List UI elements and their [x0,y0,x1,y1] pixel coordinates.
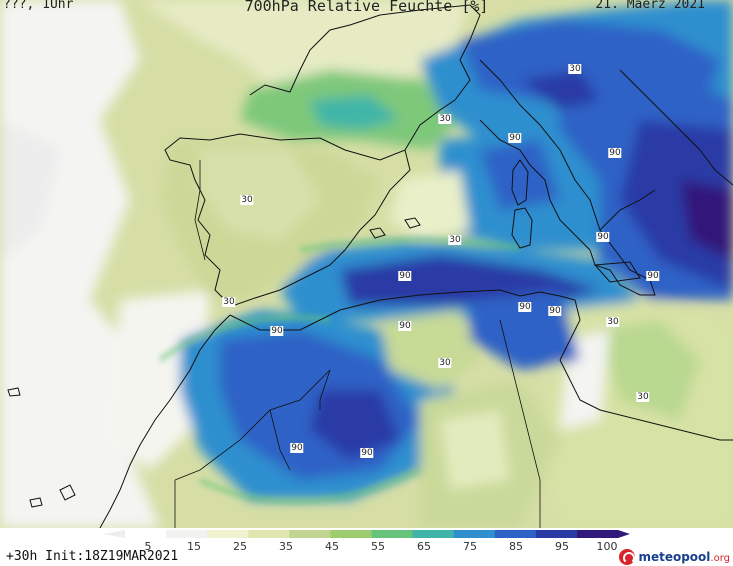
brand-text: meteopool.org [638,550,730,564]
forecast-run-label: +30h Init:18Z19MAR2021 [6,549,179,564]
map-area: 30 30 90 90 30 30 90 90 90 30 90 90 90 9… [0,0,733,528]
colorbar-label: 55 [371,540,385,553]
colorbar-label: 65 [417,540,431,553]
contour-label: 90 [270,326,284,336]
colorbar-segment [248,530,290,538]
colorbar-label: 35 [279,540,293,553]
colorbar-segment [207,530,249,538]
colorbar-label: 85 [509,540,523,553]
contour-label: 90 [398,321,412,331]
contour-label: 90 [508,133,522,143]
valid-date: 21. Maerz 2021 [595,0,705,12]
contour-label: 90 [608,148,622,158]
contour-label: 30 [448,235,462,245]
colorbar-label: 5 [144,540,152,553]
contour-label: 90 [518,302,532,312]
colorbar-segment [576,530,619,538]
contour-label: 30 [606,317,620,327]
colorbar-segment [125,530,167,538]
brand-name: meteopool [638,550,711,564]
colorbar-segment [166,530,208,538]
colorbar-label: 95 [555,540,569,553]
contour-label: 90 [548,306,562,316]
colorbar-segment [330,530,372,538]
colorbar-label: 45 [325,540,339,553]
colorbar-segment [453,530,496,538]
colorbar-strip [103,530,630,538]
colorbar-segment [535,530,578,538]
colorbar-segment [494,530,537,538]
brand-tld: .org [710,553,730,564]
contour-label: 90 [596,232,610,242]
contour-label: 30 [240,195,254,205]
colorbar-min-arrow [103,530,125,538]
contour-label: 90 [360,448,374,458]
colorbar-label: 25 [233,540,247,553]
colorbar-label: 100 [596,540,618,553]
contour-label: 30 [636,392,650,402]
contour-label: 90 [398,271,412,281]
contour-label: 30 [438,358,452,368]
brand-logo[interactable]: meteopool.org [619,548,730,566]
colorbar-segment [371,530,414,538]
contour-label: 30 [568,64,582,74]
contour-label: 30 [438,114,452,124]
humidity-map [0,0,733,528]
colorbar-segment [289,530,331,538]
map-title: 700hPa Relative Feuchte [%] [244,0,489,15]
colorbar-max-arrow [618,530,630,538]
colorbar [0,528,733,566]
contour-label: 90 [290,443,304,453]
contour-label: 30 [222,297,236,307]
meteopool-logo-icon [619,549,636,565]
colorbar-label: 75 [463,540,477,553]
coastlines [7,4,733,528]
colorbar-label: 15 [187,540,201,553]
contour-label: 90 [646,271,660,281]
colorbar-segment [412,530,455,538]
header-left-label: ???, 1Uhr [3,0,74,12]
